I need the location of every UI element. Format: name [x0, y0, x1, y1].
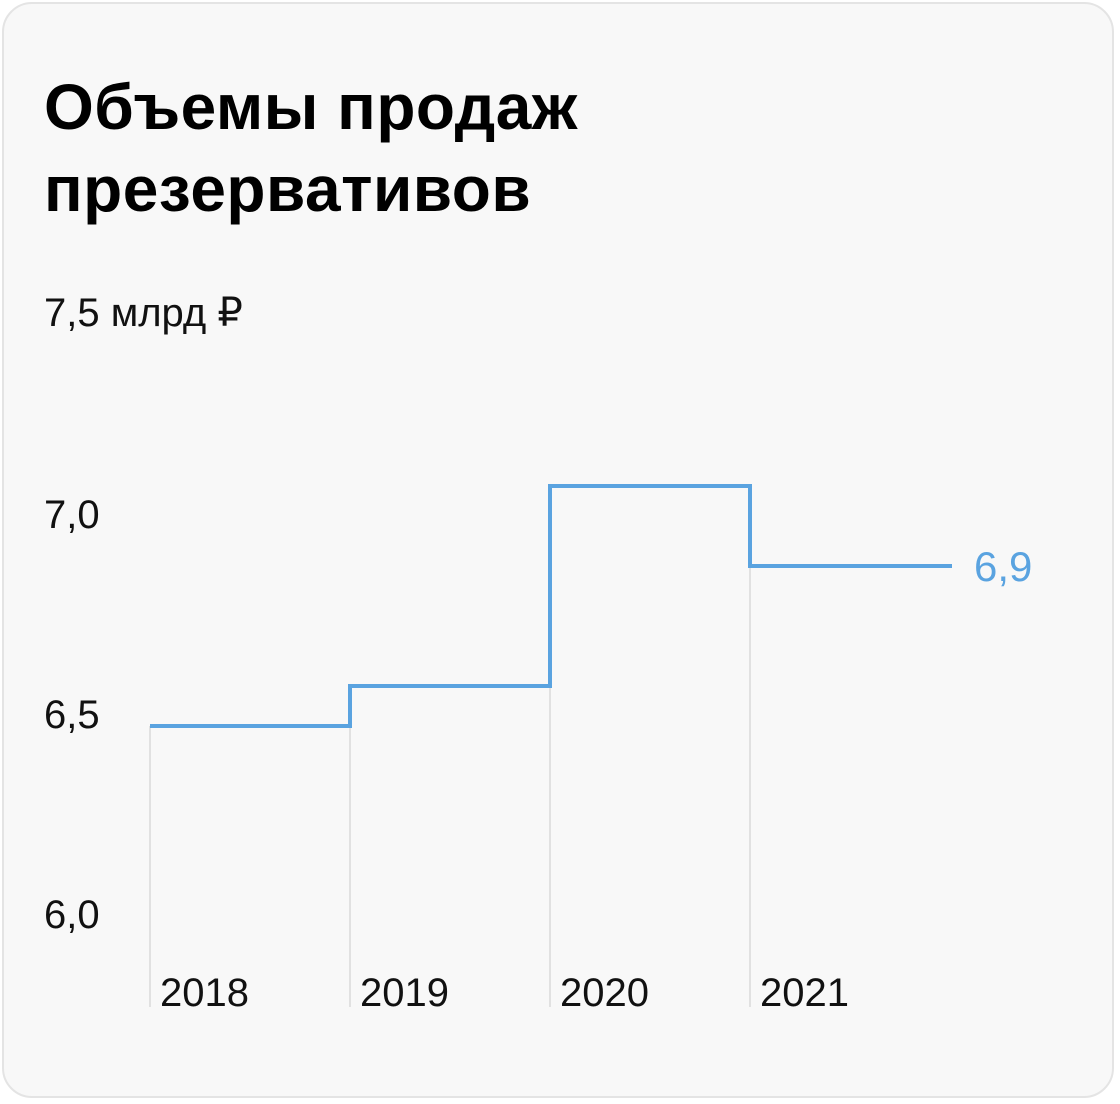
y-axis-unit-label: 7,5 млрд ₽ — [44, 291, 243, 335]
y-tick-label: 6,5 — [44, 693, 100, 737]
step-line-chart: 7,5 млрд ₽ 6,0 6,5 7,0 2018 2019 2020 2021 6,… — [44, 291, 1032, 1015]
end-value-label: 6,9 — [974, 543, 1032, 590]
category-separators — [149, 486, 751, 1007]
y-tick-label: 7,0 — [44, 493, 100, 537]
y-tick-label: 6,0 — [44, 893, 100, 937]
chart-title-line-2: презервативов — [44, 153, 532, 225]
series-step-line — [150, 484, 952, 728]
x-tick-label: 2020 — [560, 971, 649, 1015]
x-tick-label: 2021 — [760, 971, 849, 1015]
chart-title-line-1: Объемы продаж — [44, 71, 578, 143]
x-axis-labels: 2018 2019 2020 2021 — [160, 971, 849, 1015]
chart-title: Объемы продаж презервативов — [44, 66, 944, 230]
x-tick-label: 2018 — [160, 971, 249, 1015]
y-axis-ticks: 6,0 6,5 7,0 — [44, 493, 100, 937]
x-tick-label: 2019 — [360, 971, 449, 1015]
